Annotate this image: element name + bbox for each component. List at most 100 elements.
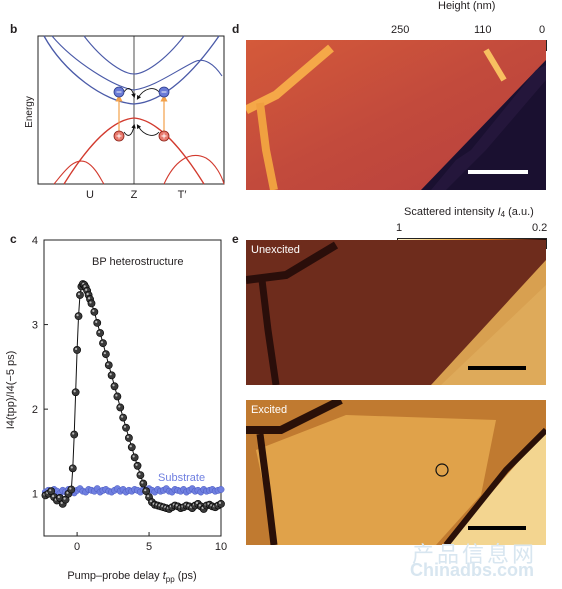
unexcited-svg [246,240,546,385]
heterostructure-point-highlight [89,301,92,304]
heterostructure-point-highlight [98,330,101,334]
valence-band-2 [53,160,105,185]
relax-arrow-e2 [136,88,160,100]
heterostructure-point [71,388,80,397]
height-tick-110: 110 [474,24,492,36]
heterostructure-point-highlight [49,489,52,492]
chart-ylabel: I4(tpp)/I4(−5 ps) [5,351,17,430]
chart-annotation: BP heterostructure [92,256,184,268]
heterostructure-point-highlight [92,309,95,312]
xtick-t: T′ [178,189,187,201]
y-tick-label: 1 [32,489,38,501]
heterostructure-point-highlight [123,425,127,428]
afm-edge [431,65,546,190]
xlabel-main: Pump–probe delay [67,570,162,582]
heterostructure-point [101,350,110,359]
heterostructure-point-highlight [207,502,210,505]
heterostructure-point [104,361,113,370]
intensity-colorbar-title: Scattered intensity I4 (a.u.) [404,206,534,219]
valence-band-1 [63,117,205,185]
y-tick-label: 2 [32,404,38,416]
unexcited-ridge-2 [258,279,280,385]
afm-ridge-2 [256,102,278,190]
substrate-point [217,486,225,493]
panel-label-e: e [232,232,239,246]
heterostructure-point [113,392,122,401]
heterostructure-point-highlight [138,473,141,476]
afm-height-image [246,40,546,190]
valence-band-3 [163,155,225,185]
unexcited-image [246,240,546,385]
heterostructure-point [93,318,102,327]
x-tick-label: 5 [146,541,152,553]
heterostructure-point-highlight [87,297,91,300]
unexcited-label: Unexcited [251,244,300,256]
heterostructure-point [76,291,84,299]
panel-label-d: d [232,22,240,36]
heterostructure-point-highlight [86,292,89,296]
xlabel-var: t [163,570,167,582]
heterostructure-point-highlight [77,292,81,296]
heterostructure-point-highlight [198,504,201,507]
height-tick-250: 250 [391,24,410,36]
heterostructure-point-highlight [112,384,115,387]
afm-ridge-1 [246,44,334,115]
intensity-tick-1: 1 [396,222,403,234]
energy-label: Energy [24,96,35,128]
x-tick-label: 10 [215,541,227,553]
heterostructure-point-highlight [66,491,69,494]
excited-marker-circle [435,463,449,477]
heterostructure-point [74,312,83,321]
heterostructure-point [130,453,139,462]
hole-1-sign [116,133,122,139]
heterostructure-point-highlight [146,494,150,498]
heterostructure-point [68,464,77,473]
relax-arrow-h2 [136,124,160,136]
chart-xlabel: Pump–probe delay tpp (ps) [67,570,196,584]
unexcited-substrate-light [441,285,546,385]
heterostructure-point [70,430,79,439]
heterostructure-point-highlight [85,288,88,291]
heterostructure-point-highlight [83,285,86,288]
heterostructure-point [127,443,136,452]
height-tick-0: 0 [539,24,546,36]
excited-ridge-1 [246,400,343,434]
heterostructure-point [99,339,107,348]
excited-flake [256,415,496,545]
chart-c: 0 5 10 1 2 3 4 BP heterostructure Substrate I4… [0,230,230,584]
heterostructure-point-highlight [69,487,72,490]
heterostructure-point [119,413,128,422]
xlabel-sub: pp [166,575,175,584]
height-colorbar-title: Height (nm) [438,0,496,12]
heterostructure-point-highlight [95,320,98,323]
conduction-band-2 [51,35,223,91]
heterostructure-point-highlight [73,390,76,393]
heterostructure-point [107,371,116,380]
heterostructure-point-highlight [118,405,121,408]
band-diagram-svg: U Z T′ Energy [24,35,225,201]
chart-svg: 0 5 10 1 2 3 4 BP heterostructure Substrate I4… [5,235,227,584]
chart-ticks: 0 5 10 1 2 3 4 [32,235,227,553]
heterostructure-point-highlight [149,500,153,503]
heterostructure-point [139,479,148,488]
band-frame [37,35,225,185]
intensity-title-sub: 4 [500,210,506,219]
y-tick-label: 4 [32,235,38,247]
panel-label-b: b [10,22,18,36]
heterostructure-point-highlight [70,466,73,469]
conduction-band-1 [43,35,220,105]
xtick-z: Z [131,189,138,201]
heterostructure-point [90,307,99,316]
heterostructure-point-highlight [141,481,144,484]
heterostructure-point [133,461,142,470]
heterostructure-point [136,471,145,480]
heterostructure-point-highlight [218,501,222,504]
heterostructure-point [67,485,76,494]
intensity-title-main: Scattered intensity [404,206,498,218]
heterostructure-point [96,329,105,337]
excited-svg [246,400,546,545]
heterostructure-point-highlight [103,352,106,355]
heterostructure-point [87,299,96,308]
heterostructure-point-highlight [144,489,147,492]
excited-edge [443,427,546,545]
